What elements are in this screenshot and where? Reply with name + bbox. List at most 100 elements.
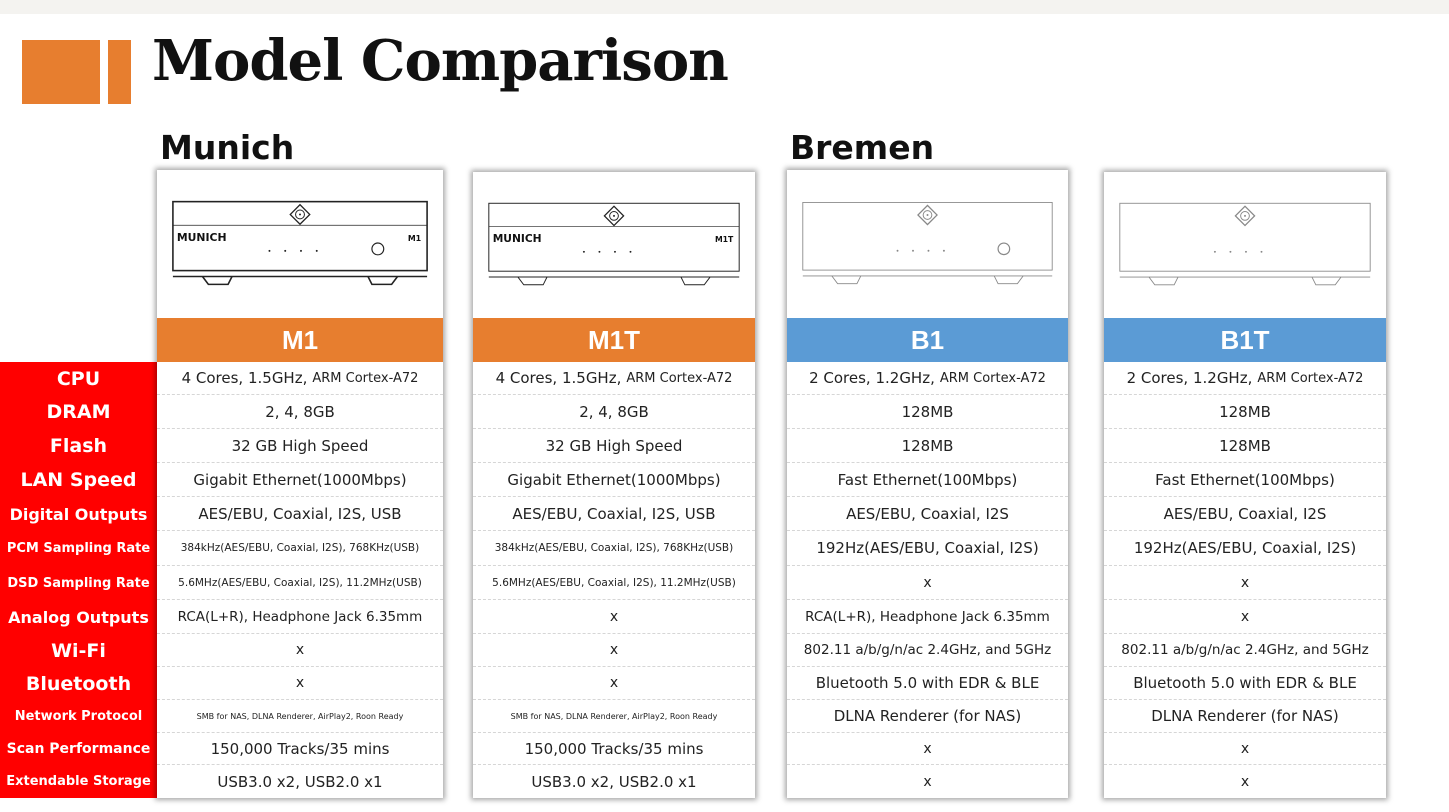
cpu-cores: 2 Cores, 1.2GHz, xyxy=(809,369,935,387)
spec-cell-digital-outputs: AES/EBU, Coaxial, I2S xyxy=(1104,497,1386,531)
product-image-b1t xyxy=(1119,202,1371,286)
spec-cell-lan-speed: Fast Ethernet(100Mbps) xyxy=(1104,463,1386,497)
model-name: M1T xyxy=(473,318,755,362)
spec-cell-digital-outputs: AES/EBU, Coaxial, I2S, USB xyxy=(157,497,443,531)
row-label-dsd-sampling-rate: DSD Sampling Rate xyxy=(0,566,157,600)
svg-text:M1T: M1T xyxy=(715,235,734,244)
spec-cell-network-protocol: SMB for NAS, DLNA Renderer, AirPlay2, Ro… xyxy=(157,700,443,733)
product-image-m1: MUNICH M1 xyxy=(172,200,428,286)
model-card-b1t: B1T 2 Cores, 1.2GHz, ARM Cortex-A72 128MB 12… xyxy=(1104,172,1386,798)
title-accent-bar xyxy=(108,40,131,104)
model-name: B1T xyxy=(1104,318,1386,362)
row-label-dram: DRAM xyxy=(0,395,157,429)
product-image-b1 xyxy=(802,201,1053,285)
spec-cell-extendable-storage: USB3.0 x2, USB2.0 x1 xyxy=(217,772,383,791)
spec-cell-pcm-sampling-rate: 384kHz(AES/EBU, Coaxial, I2S), 768KHz(US… xyxy=(473,531,755,566)
spec-cell-flash: 128MB xyxy=(787,429,1068,463)
spec-cell-wi-fi: 802.11 a/b/g/n/ac 2.4GHz, and 5GHz xyxy=(1104,634,1386,667)
spec-cell-dsd-sampling-rate: x xyxy=(787,566,1068,600)
product-image-area: MUNICH M1 xyxy=(157,170,443,318)
product-image-area xyxy=(1104,172,1386,318)
model-card-m1: MUNICH M1 M1 4 Cores, 1.5GHz, ARM Cortex-A72… xyxy=(157,170,443,798)
spec-cell-analog-outputs: RCA(L+R), Headphone Jack 6.35mm xyxy=(787,600,1068,634)
row-label-analog-outputs: Analog Outputs xyxy=(0,600,157,634)
spec-cell-cpu: 2 Cores, 1.2GHz, ARM Cortex-A72 xyxy=(787,362,1068,395)
row-labels-column: CPU DRAM Flash LAN Speed Digital Outputs PCM … xyxy=(0,362,157,798)
spec-cell-dram: 128MB xyxy=(787,395,1068,429)
spec-cell-analog-outputs: x xyxy=(1104,600,1386,634)
spec-cell-cpu: 4 Cores, 1.5GHz, ARM Cortex-A72 xyxy=(473,362,755,395)
row-label-scan-performance: Scan Performance xyxy=(0,733,157,765)
group-label-munich: Munich xyxy=(160,128,295,167)
group-label-bremen: Bremen xyxy=(790,128,935,167)
product-image-area xyxy=(787,170,1068,318)
spec-cell-lan-speed: Gigabit Ethernet(1000Mbps) xyxy=(157,463,443,497)
model-card-m1t: MUNICH M1T M1T 4 Cores, 1.5GHz, ARM Cortex-A… xyxy=(473,172,755,798)
spec-cell-lan-speed: Gigabit Ethernet(1000Mbps) xyxy=(473,463,755,497)
spec-cell-scan-performance: 150,000 Tracks/35 mins xyxy=(157,733,443,765)
spec-cell-scan-performance: 150,000 Tracks/35 mins xyxy=(473,733,755,765)
model-name: B1 xyxy=(787,318,1068,362)
svg-text:MUNICH: MUNICH xyxy=(177,231,227,244)
cpu-cores: 4 Cores, 1.5GHz, xyxy=(181,369,308,387)
spec-cell-wi-fi: 802.11 a/b/g/n/ac 2.4GHz, and 5GHz xyxy=(787,634,1068,667)
spec-cell-dram: 128MB xyxy=(1104,395,1386,429)
model-name: M1 xyxy=(157,318,443,362)
spec-cell-wi-fi: x xyxy=(473,634,755,667)
row-label-cpu: CPU xyxy=(0,362,157,395)
spec-cell-pcm-sampling-rate: 192Hz(AES/EBU, Coaxial, I2S) xyxy=(787,531,1068,566)
page-title: Model Comparison xyxy=(152,28,729,94)
cpu-cores: 4 Cores, 1.5GHz, xyxy=(495,369,622,387)
spec-cell-cpu: 2 Cores, 1.2GHz, ARM Cortex-A72 xyxy=(1104,362,1386,395)
spec-cell-pcm-sampling-rate: 192Hz(AES/EBU, Coaxial, I2S) xyxy=(1104,531,1386,566)
spec-cell-scan-performance: x xyxy=(787,733,1068,765)
row-label-digital-outputs: Digital Outputs xyxy=(0,497,157,531)
spec-cell-dram: 2, 4, 8GB xyxy=(473,395,755,429)
row-label-lan-speed: LAN Speed xyxy=(0,463,157,497)
spec-cell-wi-fi: x xyxy=(157,634,443,667)
spec-cell-dsd-sampling-rate: 5.6MHz(AES/EBU, Coaxial, I2S), 11.2MHz(U… xyxy=(473,566,755,600)
row-label-pcm-sampling-rate: PCM Sampling Rate xyxy=(0,531,157,566)
spec-cell-cpu: 4 Cores, 1.5GHz, ARM Cortex-A72 xyxy=(157,362,443,395)
spec-cell-digital-outputs: AES/EBU, Coaxial, I2S xyxy=(787,497,1068,531)
product-image-area: MUNICH M1T xyxy=(473,172,755,318)
spec-cell-lan-speed: Fast Ethernet(100Mbps) xyxy=(787,463,1068,497)
spec-cell-flash: 32 GB High Speed xyxy=(473,429,755,463)
title-accent-block xyxy=(22,40,100,104)
spec-cell-digital-outputs: AES/EBU, Coaxial, I2S, USB xyxy=(473,497,755,531)
spec-cell-bluetooth: x xyxy=(157,667,443,700)
model-card-b1: B1 2 Cores, 1.2GHz, ARM Cortex-A72 128MB 128… xyxy=(787,170,1068,798)
cpu-architecture: ARM Cortex-A72 xyxy=(312,370,419,386)
product-image-m1t: MUNICH M1T xyxy=(488,202,740,286)
row-label-network-protocol: Network Protocol xyxy=(0,700,157,733)
spec-cell-dram: 2, 4, 8GB xyxy=(157,395,443,429)
spec-cell-network-protocol: DLNA Renderer (for NAS) xyxy=(1104,700,1386,733)
top-band xyxy=(0,0,1449,14)
spec-cell-flash: 128MB xyxy=(1104,429,1386,463)
spec-cell-network-protocol: DLNA Renderer (for NAS) xyxy=(787,700,1068,733)
row-label-flash: Flash xyxy=(0,429,157,463)
cpu-architecture: ARM Cortex-A72 xyxy=(1257,370,1364,386)
spec-cell-analog-outputs: x xyxy=(473,600,755,634)
svg-text:M1: M1 xyxy=(408,234,421,243)
row-label-wi-fi: Wi-Fi xyxy=(0,634,157,667)
spec-cell-flash: 32 GB High Speed xyxy=(157,429,443,463)
cpu-architecture: ARM Cortex-A72 xyxy=(939,370,1046,386)
spec-cell-analog-outputs: RCA(L+R), Headphone Jack 6.35mm xyxy=(157,600,443,634)
spec-cell-dsd-sampling-rate: 5.6MHz(AES/EBU, Coaxial, I2S), 11.2MHz(U… xyxy=(157,566,443,600)
cpu-architecture: ARM Cortex-A72 xyxy=(626,370,733,386)
spec-cell-extendable-storage: x xyxy=(923,773,932,790)
spec-cell-network-protocol: SMB for NAS, DLNA Renderer, AirPlay2, Ro… xyxy=(473,700,755,733)
spec-cell-extendable-storage: USB3.0 x2, USB2.0 x1 xyxy=(531,772,697,791)
spec-cell-bluetooth: Bluetooth 5.0 with EDR & BLE xyxy=(1104,667,1386,700)
spec-cell-scan-performance: x xyxy=(1104,733,1386,765)
row-label-bluetooth: Bluetooth xyxy=(0,667,157,700)
spec-cell-extendable-storage: x xyxy=(1240,773,1250,790)
row-label-extendable-storage: Extendable Storage xyxy=(0,765,157,798)
spec-cell-pcm-sampling-rate: 384kHz(AES/EBU, Coaxial, I2S), 768KHz(US… xyxy=(157,531,443,566)
spec-cell-bluetooth: x xyxy=(473,667,755,700)
spec-cell-bluetooth: Bluetooth 5.0 with EDR & BLE xyxy=(787,667,1068,700)
cpu-cores: 2 Cores, 1.2GHz, xyxy=(1126,369,1253,387)
spec-cell-dsd-sampling-rate: x xyxy=(1104,566,1386,600)
svg-text:MUNICH: MUNICH xyxy=(493,232,542,245)
